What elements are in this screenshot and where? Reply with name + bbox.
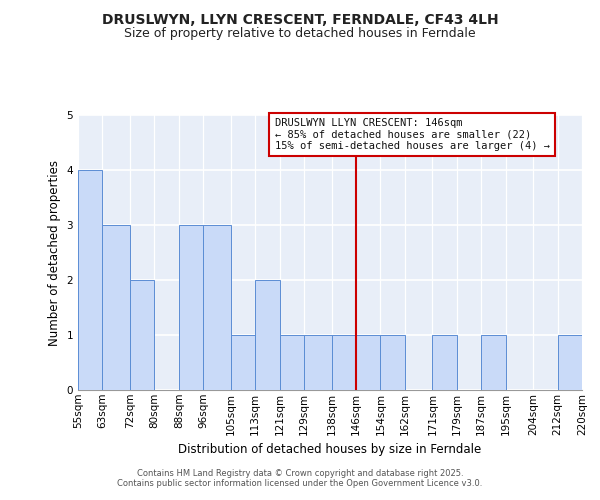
Bar	[78, 170, 103, 390]
Text: Contains HM Land Registry data © Crown copyright and database right 2025.: Contains HM Land Registry data © Crown c…	[137, 468, 463, 477]
Text: Contains public sector information licensed under the Open Government Licence v3: Contains public sector information licen…	[118, 478, 482, 488]
Y-axis label: Number of detached properties: Number of detached properties	[48, 160, 61, 346]
Bar	[231, 335, 255, 390]
Bar	[255, 280, 280, 390]
Bar	[557, 335, 582, 390]
Bar	[481, 335, 506, 390]
Bar	[433, 335, 457, 390]
Bar	[356, 335, 380, 390]
Text: DRUSLWYN, LLYN CRESCENT, FERNDALE, CF43 4LH: DRUSLWYN, LLYN CRESCENT, FERNDALE, CF43 …	[101, 12, 499, 26]
X-axis label: Distribution of detached houses by size in Ferndale: Distribution of detached houses by size …	[178, 443, 482, 456]
Text: Size of property relative to detached houses in Ferndale: Size of property relative to detached ho…	[124, 28, 476, 40]
Bar	[203, 225, 231, 390]
Bar	[130, 280, 154, 390]
Bar	[280, 335, 304, 390]
Bar	[380, 335, 405, 390]
Bar	[179, 225, 203, 390]
Bar	[103, 225, 130, 390]
Bar	[332, 335, 356, 390]
Bar	[582, 335, 600, 390]
Text: DRUSLWYN LLYN CRESCENT: 146sqm
← 85% of detached houses are smaller (22)
15% of : DRUSLWYN LLYN CRESCENT: 146sqm ← 85% of …	[275, 118, 550, 151]
Bar	[304, 335, 332, 390]
